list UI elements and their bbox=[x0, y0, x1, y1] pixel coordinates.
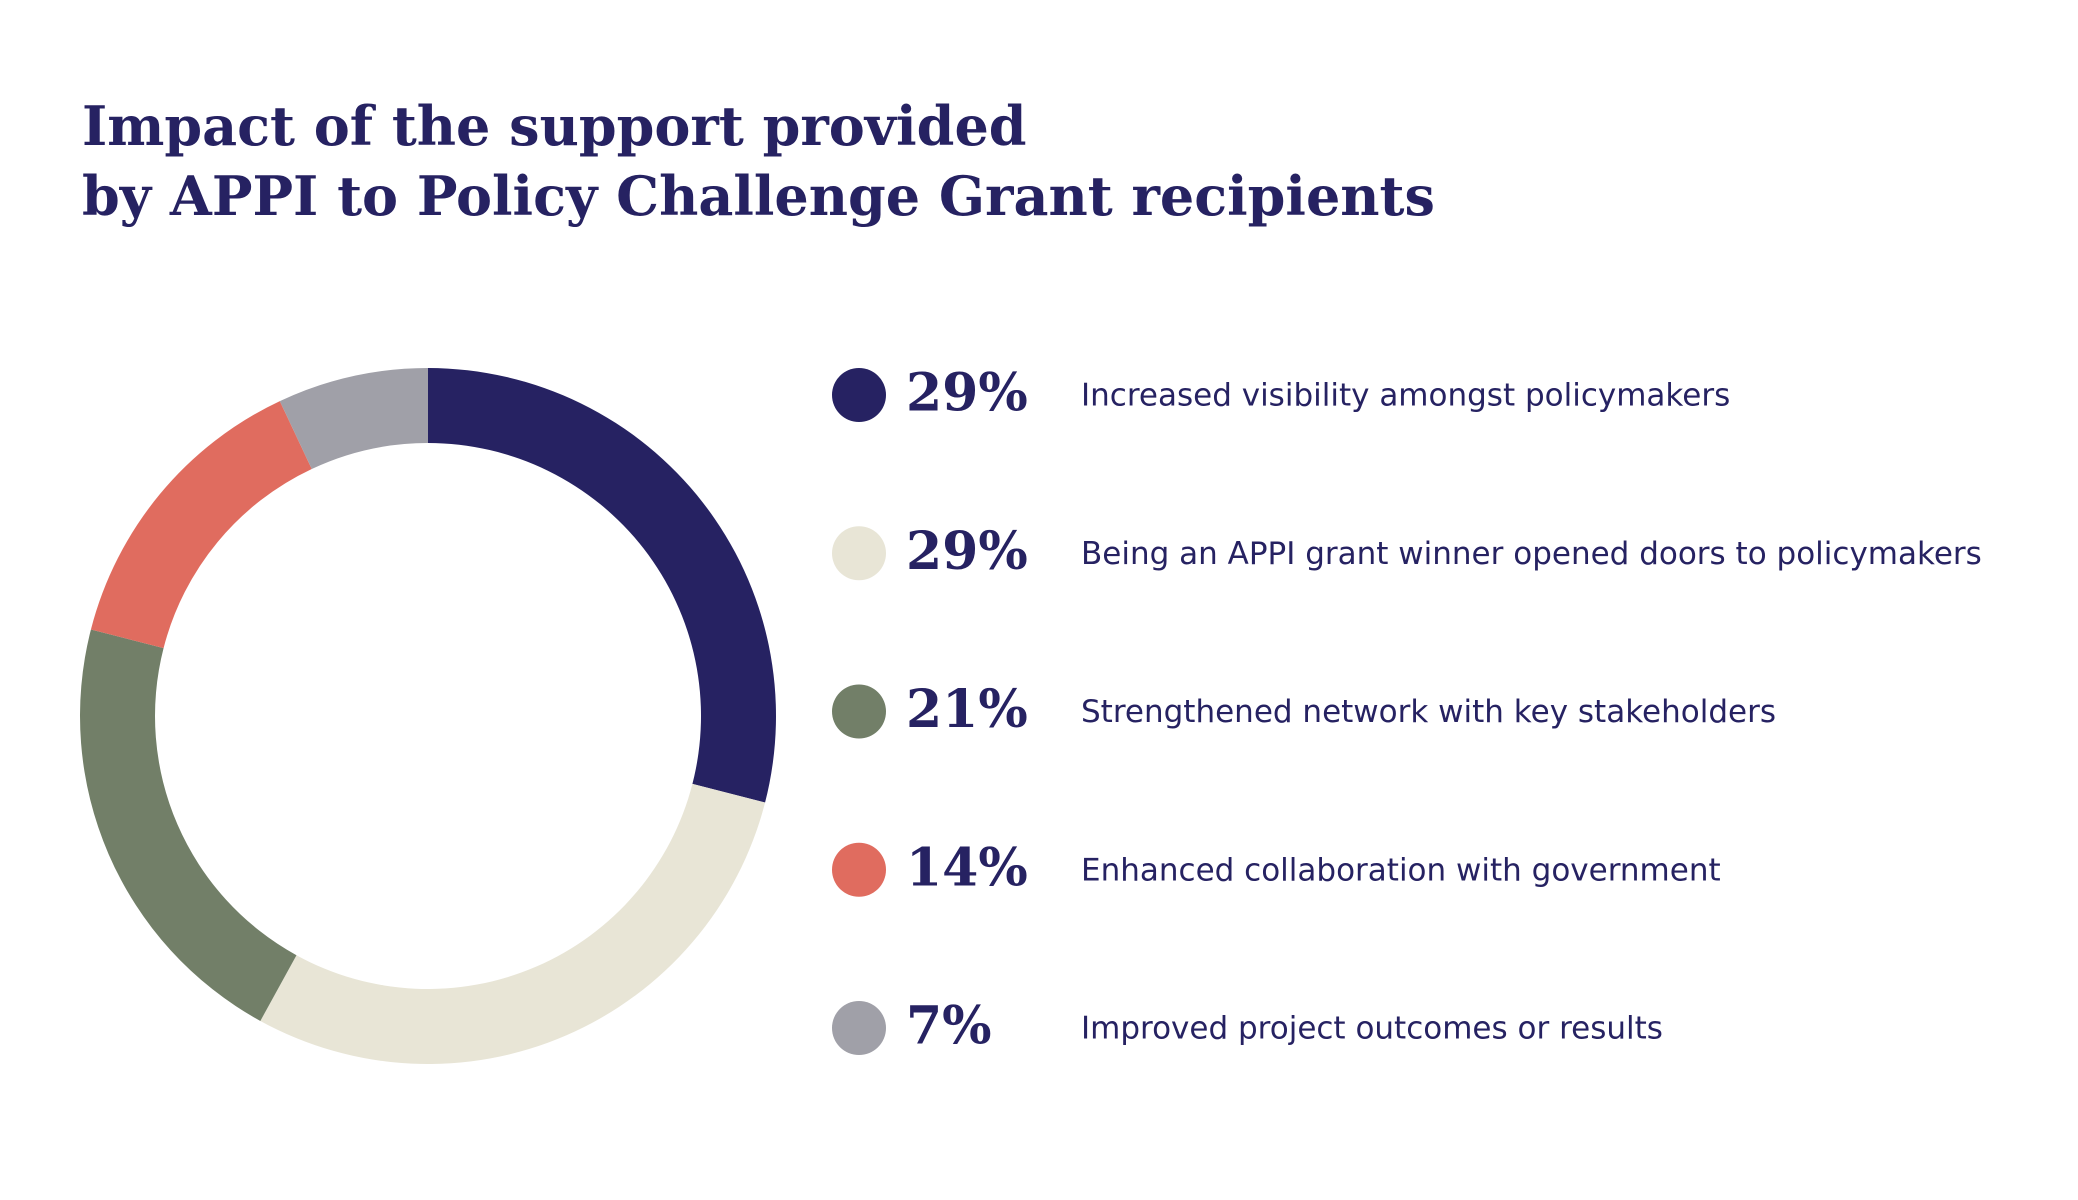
value-label: 21% bbox=[906, 679, 1028, 740]
donut-segment bbox=[90, 401, 312, 649]
donut-segment bbox=[260, 783, 766, 1064]
donut-segment bbox=[279, 368, 428, 469]
legend-label: Being an APPI grant winner opened doors … bbox=[1081, 536, 1982, 572]
legend-label: Strengthened network with key stakeholde… bbox=[1081, 694, 1776, 730]
value-label: 29% bbox=[906, 363, 1028, 424]
legend-label: Enhanced collaboration with government bbox=[1081, 852, 1721, 888]
donut-segment bbox=[80, 629, 297, 1021]
legend-marker bbox=[832, 368, 886, 422]
legend-marker bbox=[832, 1001, 886, 1055]
legend-label: Increased visibility amongst policymaker… bbox=[1081, 378, 1730, 414]
value-label: 29% bbox=[906, 521, 1028, 582]
chart-title: Impact of the support provided by APPI to… bbox=[82, 94, 1435, 228]
donut-segment bbox=[428, 368, 777, 803]
value-label: 7% bbox=[906, 996, 992, 1057]
legend-label: Improved project outcomes or results bbox=[1081, 1011, 1663, 1047]
legend-marker bbox=[832, 684, 886, 739]
legend-marker bbox=[832, 842, 886, 897]
legend-marker bbox=[832, 526, 886, 581]
value-label: 14% bbox=[906, 837, 1028, 898]
